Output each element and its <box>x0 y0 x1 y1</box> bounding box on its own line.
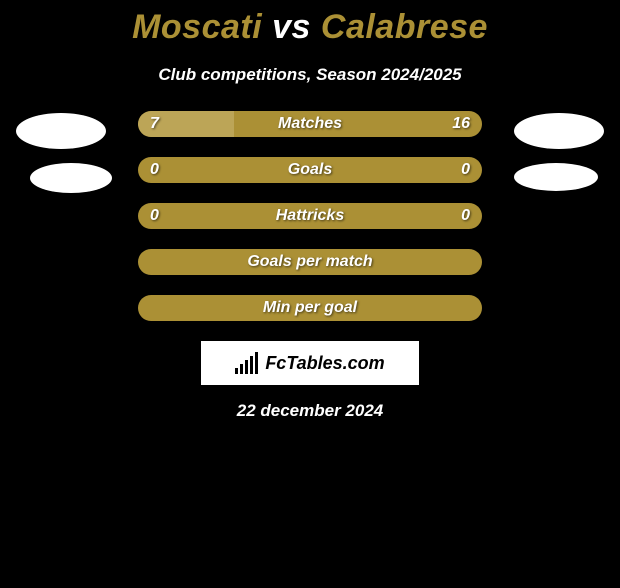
bars-icon <box>235 352 261 374</box>
date-text: 22 december 2024 <box>0 401 620 421</box>
player2-name: Calabrese <box>321 8 488 46</box>
bar-label: Hattricks <box>138 203 482 229</box>
player1-name: Moscati <box>132 8 262 46</box>
bar-label: Goals <box>138 157 482 183</box>
player2-avatar-placeholder <box>514 113 604 149</box>
stat-bar: 0 0Hattricks <box>138 203 482 229</box>
stat-bar: Goals per match <box>138 249 482 275</box>
bar-value-left: 0 <box>150 157 159 183</box>
bar-value-right: 0 <box>461 157 470 183</box>
player2-badge-placeholder <box>514 163 598 191</box>
comparison-bars: 716Matches00Goals00HattricksGoals per ma… <box>138 111 482 321</box>
comparison-content: 716Matches00Goals00HattricksGoals per ma… <box>0 111 620 421</box>
vs-text: vs <box>272 8 311 46</box>
bar-value-right: 0 <box>461 203 470 229</box>
logo-box: FcTables.com <box>201 341 419 385</box>
subtitle: Club competitions, Season 2024/2025 <box>0 65 620 85</box>
stat-bar: 0 0Goals <box>138 157 482 183</box>
stat-bar: 716Matches <box>138 111 482 137</box>
bar-value-left: 0 <box>150 203 159 229</box>
player1-avatar-placeholder <box>16 113 106 149</box>
bar-label: Goals per match <box>138 249 482 275</box>
stat-bar: Min per goal <box>138 295 482 321</box>
player1-badge-placeholder <box>30 163 112 193</box>
bar-label: Min per goal <box>138 295 482 321</box>
logo-text: FcTables.com <box>265 353 384 374</box>
page-title: Moscati vs Calabrese <box>0 8 620 47</box>
bar-value-right: 16 <box>452 111 470 137</box>
bar-fill-left <box>138 111 234 137</box>
